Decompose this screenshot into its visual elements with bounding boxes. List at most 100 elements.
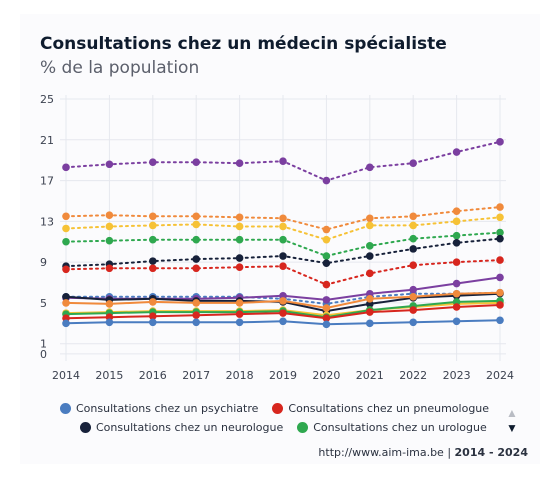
y-tick-label: 0 [40,348,47,361]
data-point [235,213,244,222]
data-point [149,221,157,230]
y-tick-label: 5 [40,297,47,310]
data-point [279,222,287,231]
data-point [409,285,418,294]
legend-dot-icon [297,422,309,433]
legend-page-up-icon[interactable]: ▲ [506,406,518,420]
data-point [452,279,461,288]
data-point [192,212,200,221]
data-point [322,296,331,304]
y-tick-label: 25 [40,93,54,106]
legend-item-urologue[interactable]: Consultations chez un urologue [297,421,487,434]
y-tick-label: 21 [40,134,54,147]
data-point [496,203,504,211]
data-point [409,293,418,301]
y-tick-label: 1 [40,338,47,351]
legend-item-pneumologue[interactable]: Consultations chez un pneumologue [272,402,489,415]
data-point [496,234,504,243]
x-tick-label: 2022 [399,369,427,382]
data-point [235,318,244,327]
x-tick-label: 2014 [52,369,80,382]
data-point [279,157,287,165]
data-point [149,257,157,265]
data-point [409,221,418,230]
data-point [235,159,244,168]
data-point [409,261,418,269]
line-chart: 01 5 9 13 17 21 25 2014 2015 2016 2017 2018 2019 2020… [40,93,514,382]
data-point [366,163,374,172]
legend-dot-icon [80,422,91,433]
data-point [409,212,418,221]
data-point [149,235,157,244]
legend-page-down-icon[interactable]: ▼ [506,421,518,435]
legend: Consultations chez un psychiatre Consult… [60,402,530,440]
data-point [496,228,504,237]
data-point [192,299,200,307]
x-tick-label: 2023 [443,369,471,382]
data-point [279,309,287,317]
x-tick-label: 2019 [269,369,297,382]
data-point [366,221,374,230]
data-point [496,316,504,325]
data-point [279,297,287,305]
legend-item-neurologue[interactable]: Consultations chez un neurologue [80,421,283,434]
data-point [62,293,70,301]
y-tick-label: 17 [40,175,54,188]
data-point [235,222,244,231]
data-point [496,213,504,222]
data-point [452,317,461,326]
data-point [62,237,70,246]
data-point [235,254,244,262]
data-point [452,148,461,156]
legend-dot-icon [272,403,284,414]
data-point [279,252,287,260]
x-tick-label: 2015 [95,369,123,382]
data-point [279,214,287,223]
data-point [149,312,157,320]
source-years: 2014 - 2024 [454,446,528,459]
data-point [366,269,374,278]
data-point [322,314,331,323]
x-tick-label: 2020 [312,369,340,382]
data-point [192,255,200,263]
legend-pager: ▲ ▼ [506,406,518,436]
data-point [452,231,461,240]
data-point [366,242,374,250]
data-point [105,211,114,220]
data-point [496,256,504,264]
data-point [496,288,504,297]
legend-row-1: Consultations chez un psychiatre Consult… [60,402,530,415]
x-tick-label: 2017 [182,369,210,382]
y-tick-label: 9 [40,256,47,269]
data-point [366,308,374,316]
chart-subtitle: % de la population [40,58,200,78]
data-point [149,212,157,221]
legend-label: Consultations chez un neurologue [96,421,284,434]
data-point [192,220,200,229]
data-point [322,259,331,267]
y-tick-label: 13 [40,215,54,228]
data-point [62,299,70,307]
source-url[interactable]: http://www.aim-ima.be [318,446,444,459]
legend-item-psychiatre[interactable]: Consultations chez un psychiatre [60,402,258,415]
data-point [322,280,331,289]
data-point [192,158,200,167]
data-point [409,234,418,243]
data-point [105,318,114,327]
data-point [279,235,287,244]
data-point [322,252,331,260]
data-point [452,289,461,298]
data-point [452,258,461,266]
legend-label: Consultations chez un psychiatre [76,402,259,415]
data-point [366,295,374,303]
data-point [409,159,418,168]
data-point [149,298,157,306]
data-point [496,273,504,282]
data-point [235,310,244,318]
data-point [235,235,244,244]
data-point [105,300,114,308]
chart-title: Consultations chez un médecin spécialist… [40,34,447,54]
legend-dot-icon [60,403,71,414]
data-point [409,306,418,314]
legend-label: Consultations chez un urologue [313,421,487,434]
